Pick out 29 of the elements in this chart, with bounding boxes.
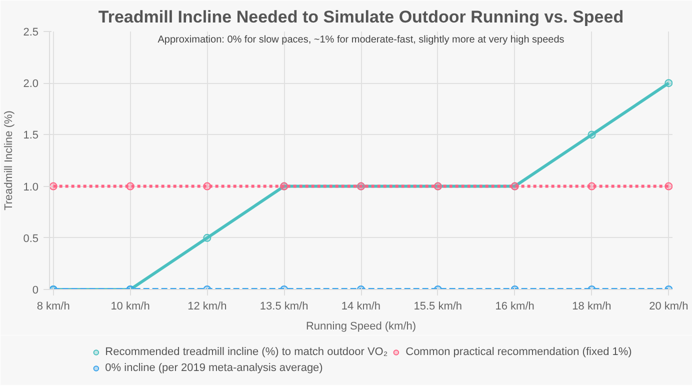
- chart-title: Treadmill Incline Needed to Simulate Outdoor Running vs. Speed: [98, 8, 624, 26]
- y-tick-label: 1.0: [23, 181, 39, 194]
- legend-label: Recommended treadmill incline (%) to match outdoor VO₂: [105, 345, 388, 359]
- y-tick-label: 0.5: [23, 232, 39, 245]
- y-tick-label: 1.5: [23, 130, 39, 142]
- point: [50, 182, 58, 190]
- x-tick-label: 13.5 km/h: [260, 300, 308, 312]
- legend-label: Common practical recommendation (fixed 1%): [406, 345, 632, 359]
- y-tick-label: 2.5: [23, 26, 39, 38]
- x-tick-label: 14 km/h: [341, 300, 381, 312]
- x-tick-label: 8 km/h: [36, 300, 70, 312]
- x-tick-label: 18 km/h: [572, 300, 612, 312]
- legend-label: 0% incline (per 2019 meta-analysis average): [105, 361, 323, 375]
- y-axis-title: Treadmill Incline (%): [3, 110, 16, 210]
- x-axis-title: Running Speed (km/h): [306, 320, 416, 332]
- point: [588, 130, 596, 139]
- x-tick-label: 10 km/h: [110, 300, 150, 312]
- point: [588, 182, 596, 190]
- y-tick-label: 0: [32, 284, 39, 296]
- x-tick-label: 16 km/h: [495, 300, 534, 312]
- point: [203, 182, 212, 190]
- x-tick-label: 20 km/h: [649, 300, 688, 312]
- annotation: Approximation: 0% for slow paces, ~1% for moderate-fast, slightly more at very high speeds: [158, 34, 564, 46]
- x-tick-label: 15.5 km/h: [414, 300, 462, 312]
- x-tick-label: 12 km/h: [188, 300, 227, 312]
- point: [203, 234, 212, 242]
- y-tick-label: 2.0: [23, 78, 39, 90]
- point: [126, 182, 134, 190]
- point: [664, 182, 672, 190]
